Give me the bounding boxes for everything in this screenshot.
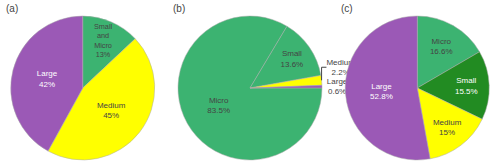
svg-text:Large42%: Large42%	[37, 69, 58, 88]
svg-text:Small13.6%: Small13.6%	[281, 49, 304, 68]
svg-text:(b): (b)	[173, 3, 185, 14]
svg-text:(c): (c)	[341, 3, 353, 14]
svg-text:Large0.6%: Large0.6%	[327, 77, 348, 96]
svg-text:Micro16.6%: Micro16.6%	[430, 37, 453, 56]
svg-text:Medium45%: Medium45%	[97, 101, 126, 120]
svg-text:Large52.8%: Large52.8%	[370, 82, 393, 101]
svg-text:SmallandMicro13%: SmallandMicro13%	[94, 22, 113, 59]
html-text:Medium: Medium	[326, 57, 355, 67]
svg-text:Small15.5%: Small15.5%	[455, 76, 478, 95]
svg-text:(a): (a)	[6, 3, 18, 14]
html-text:2.2%: 2.2%	[331, 67, 350, 77]
svg-text:Medium15%: Medium15%	[433, 118, 462, 137]
svg-text:Micro83.5%: Micro83.5%	[207, 96, 230, 115]
